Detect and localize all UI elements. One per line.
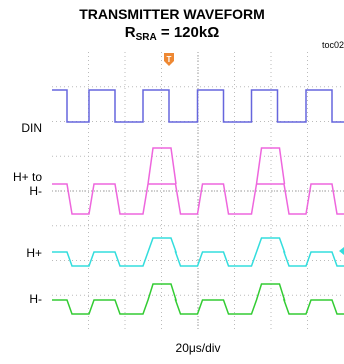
x-axis-label: 20μs/div bbox=[175, 341, 221, 355]
trigger-marker-label: T bbox=[167, 55, 172, 64]
channel-label-hplus-to-hminus-line1: H+ to bbox=[12, 170, 42, 184]
chart-subtitle: RSRA = 120kΩ bbox=[0, 24, 344, 43]
hplus-to-hminus-waveform bbox=[52, 147, 344, 215]
ground-marker-icon bbox=[339, 247, 344, 255]
chart-title: TRANSMITTER WAVEFORM bbox=[79, 6, 265, 22]
channel-label-hminus: H- bbox=[29, 292, 42, 306]
channel-label-hplus-to-hminus-line2: H- bbox=[29, 184, 42, 198]
hplus-waveform bbox=[52, 237, 344, 267]
channel-label-hplus: H+ bbox=[26, 246, 42, 260]
din-waveform bbox=[52, 89, 344, 123]
scope-plot: T bbox=[52, 52, 344, 330]
subtitle-rest: = 120kΩ bbox=[156, 24, 220, 41]
figure-tag: toc02 bbox=[321, 40, 344, 50]
hminus-waveform bbox=[52, 283, 344, 315]
trigger-marker-icon bbox=[164, 53, 174, 66]
subtitle-main: R bbox=[124, 24, 136, 41]
channel-label-din: DIN bbox=[21, 121, 42, 135]
subtitle-subscript: SRA bbox=[135, 32, 157, 43]
